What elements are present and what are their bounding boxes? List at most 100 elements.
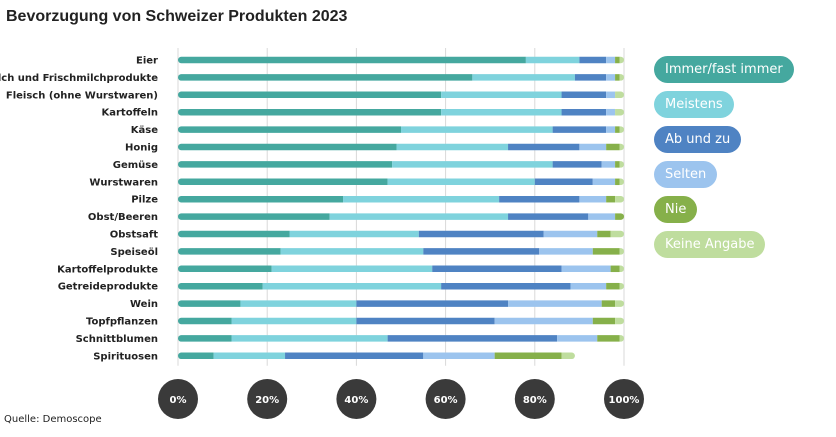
bar-segment	[271, 265, 433, 273]
category-label: Pilze	[131, 195, 158, 206]
bar-segment	[231, 317, 357, 325]
bar-segment	[615, 91, 624, 99]
bar-segment	[557, 335, 598, 342]
bar-segment	[579, 195, 607, 203]
tick-badge	[247, 379, 288, 419]
bar-segment	[387, 335, 558, 342]
source-note: Quelle: Demoscope	[4, 414, 102, 425]
bar-segment	[619, 178, 624, 186]
bar-segment	[579, 143, 607, 151]
bar-segment	[432, 265, 562, 273]
bar-segment	[615, 108, 624, 116]
bar-segment	[178, 265, 272, 273]
bar-segment	[423, 352, 495, 360]
category-labels: Eier Milch und Frischmilchprodukte Fleisch…	[0, 56, 158, 363]
bar-segment	[441, 91, 562, 99]
bar-segment	[178, 178, 388, 186]
bar-segment	[615, 161, 620, 168]
category-label: Fleisch (ohne Wurstwaren)	[6, 90, 158, 101]
tick-badge	[158, 379, 198, 419]
tick-badge	[604, 379, 644, 419]
bar-segment	[178, 248, 281, 255]
bar-segment	[561, 108, 607, 116]
category-label: Wurstwaren	[89, 177, 158, 188]
bar-segment	[178, 213, 330, 220]
bar-segment	[615, 195, 624, 203]
tick-badge	[425, 379, 466, 419]
bar-segment	[177, 126, 401, 133]
category-label: Wein	[130, 299, 158, 310]
category-label: Obst/Beeren	[88, 212, 158, 223]
bar-segment	[619, 143, 624, 151]
bar-segment	[597, 335, 620, 342]
bar-segment	[597, 230, 611, 238]
tick-label: 60%	[434, 395, 458, 406]
category-label: Milch und Frischmilchprodukte	[0, 73, 158, 84]
bar-segment	[615, 56, 620, 64]
bar-segment	[178, 335, 232, 342]
tick-label: 0%	[170, 395, 187, 406]
bar-segment	[606, 282, 620, 290]
tick-label: 40%	[344, 395, 368, 406]
category-label: Eier	[136, 56, 158, 67]
legend-entry: Nie	[654, 196, 698, 223]
bar-segment	[178, 300, 241, 307]
bar-segment	[178, 195, 344, 203]
bar-segment	[494, 317, 593, 325]
x-axis-ticks: 0% 20% 40% 60% 80% 100%	[158, 379, 644, 419]
category-label: Obstsaft	[110, 230, 158, 241]
category-label: Honig	[125, 143, 158, 154]
bar-segment	[619, 248, 624, 255]
bar-segment	[499, 195, 580, 203]
bar-segment	[561, 91, 607, 99]
legend-entry: Keine Angabe	[654, 231, 766, 258]
bar-segment	[615, 126, 620, 133]
bar-segment	[606, 91, 616, 99]
bar-segment	[606, 195, 616, 203]
legend-entry: Meistens	[654, 91, 734, 118]
category-label: Kartoffelprodukte	[57, 264, 158, 275]
bar-segment	[606, 143, 620, 151]
bar-segment	[561, 265, 611, 273]
tick-badge	[336, 379, 377, 419]
bar-segment	[401, 126, 553, 133]
legend-entry: Immer/fast immer	[654, 56, 794, 83]
bar-segment	[178, 161, 393, 168]
bar-segment	[592, 248, 620, 255]
bar-segment	[606, 126, 616, 133]
bar-segment	[178, 352, 214, 360]
bar-segment	[343, 195, 500, 203]
bar-segment	[508, 143, 580, 151]
bar-segment	[574, 74, 607, 81]
legend-entry: Selten	[654, 161, 718, 188]
bar-segment	[178, 56, 526, 64]
bar-segment	[178, 230, 290, 238]
bar-segment	[178, 317, 232, 325]
bar-segment	[231, 335, 388, 342]
bar-segment	[610, 230, 624, 238]
bar-segment	[262, 282, 442, 290]
bar-segment	[285, 352, 424, 360]
bar-segment	[441, 282, 571, 290]
bar-segment	[280, 248, 424, 255]
bar-segment	[178, 74, 473, 81]
tick-label: 100%	[609, 395, 640, 406]
bar-segment	[610, 265, 620, 273]
category-label: Speiseöl	[110, 247, 158, 258]
bar-segment	[329, 213, 509, 220]
bar-segment	[619, 126, 624, 133]
bar-segment	[441, 108, 562, 116]
bar-segment	[606, 56, 616, 64]
bar-segment	[213, 352, 286, 360]
category-label: Gemüse	[113, 160, 158, 171]
legend-entry: Ab und zu	[654, 126, 742, 153]
bar-segment	[508, 300, 602, 307]
category-label: Kartoffeln	[101, 108, 158, 119]
tick-label: 80%	[523, 395, 547, 406]
bar-segment	[570, 282, 607, 290]
bar-segment	[615, 74, 620, 81]
bar-segment	[615, 300, 624, 307]
bar-segment	[579, 56, 607, 64]
tick-badge	[514, 379, 555, 419]
